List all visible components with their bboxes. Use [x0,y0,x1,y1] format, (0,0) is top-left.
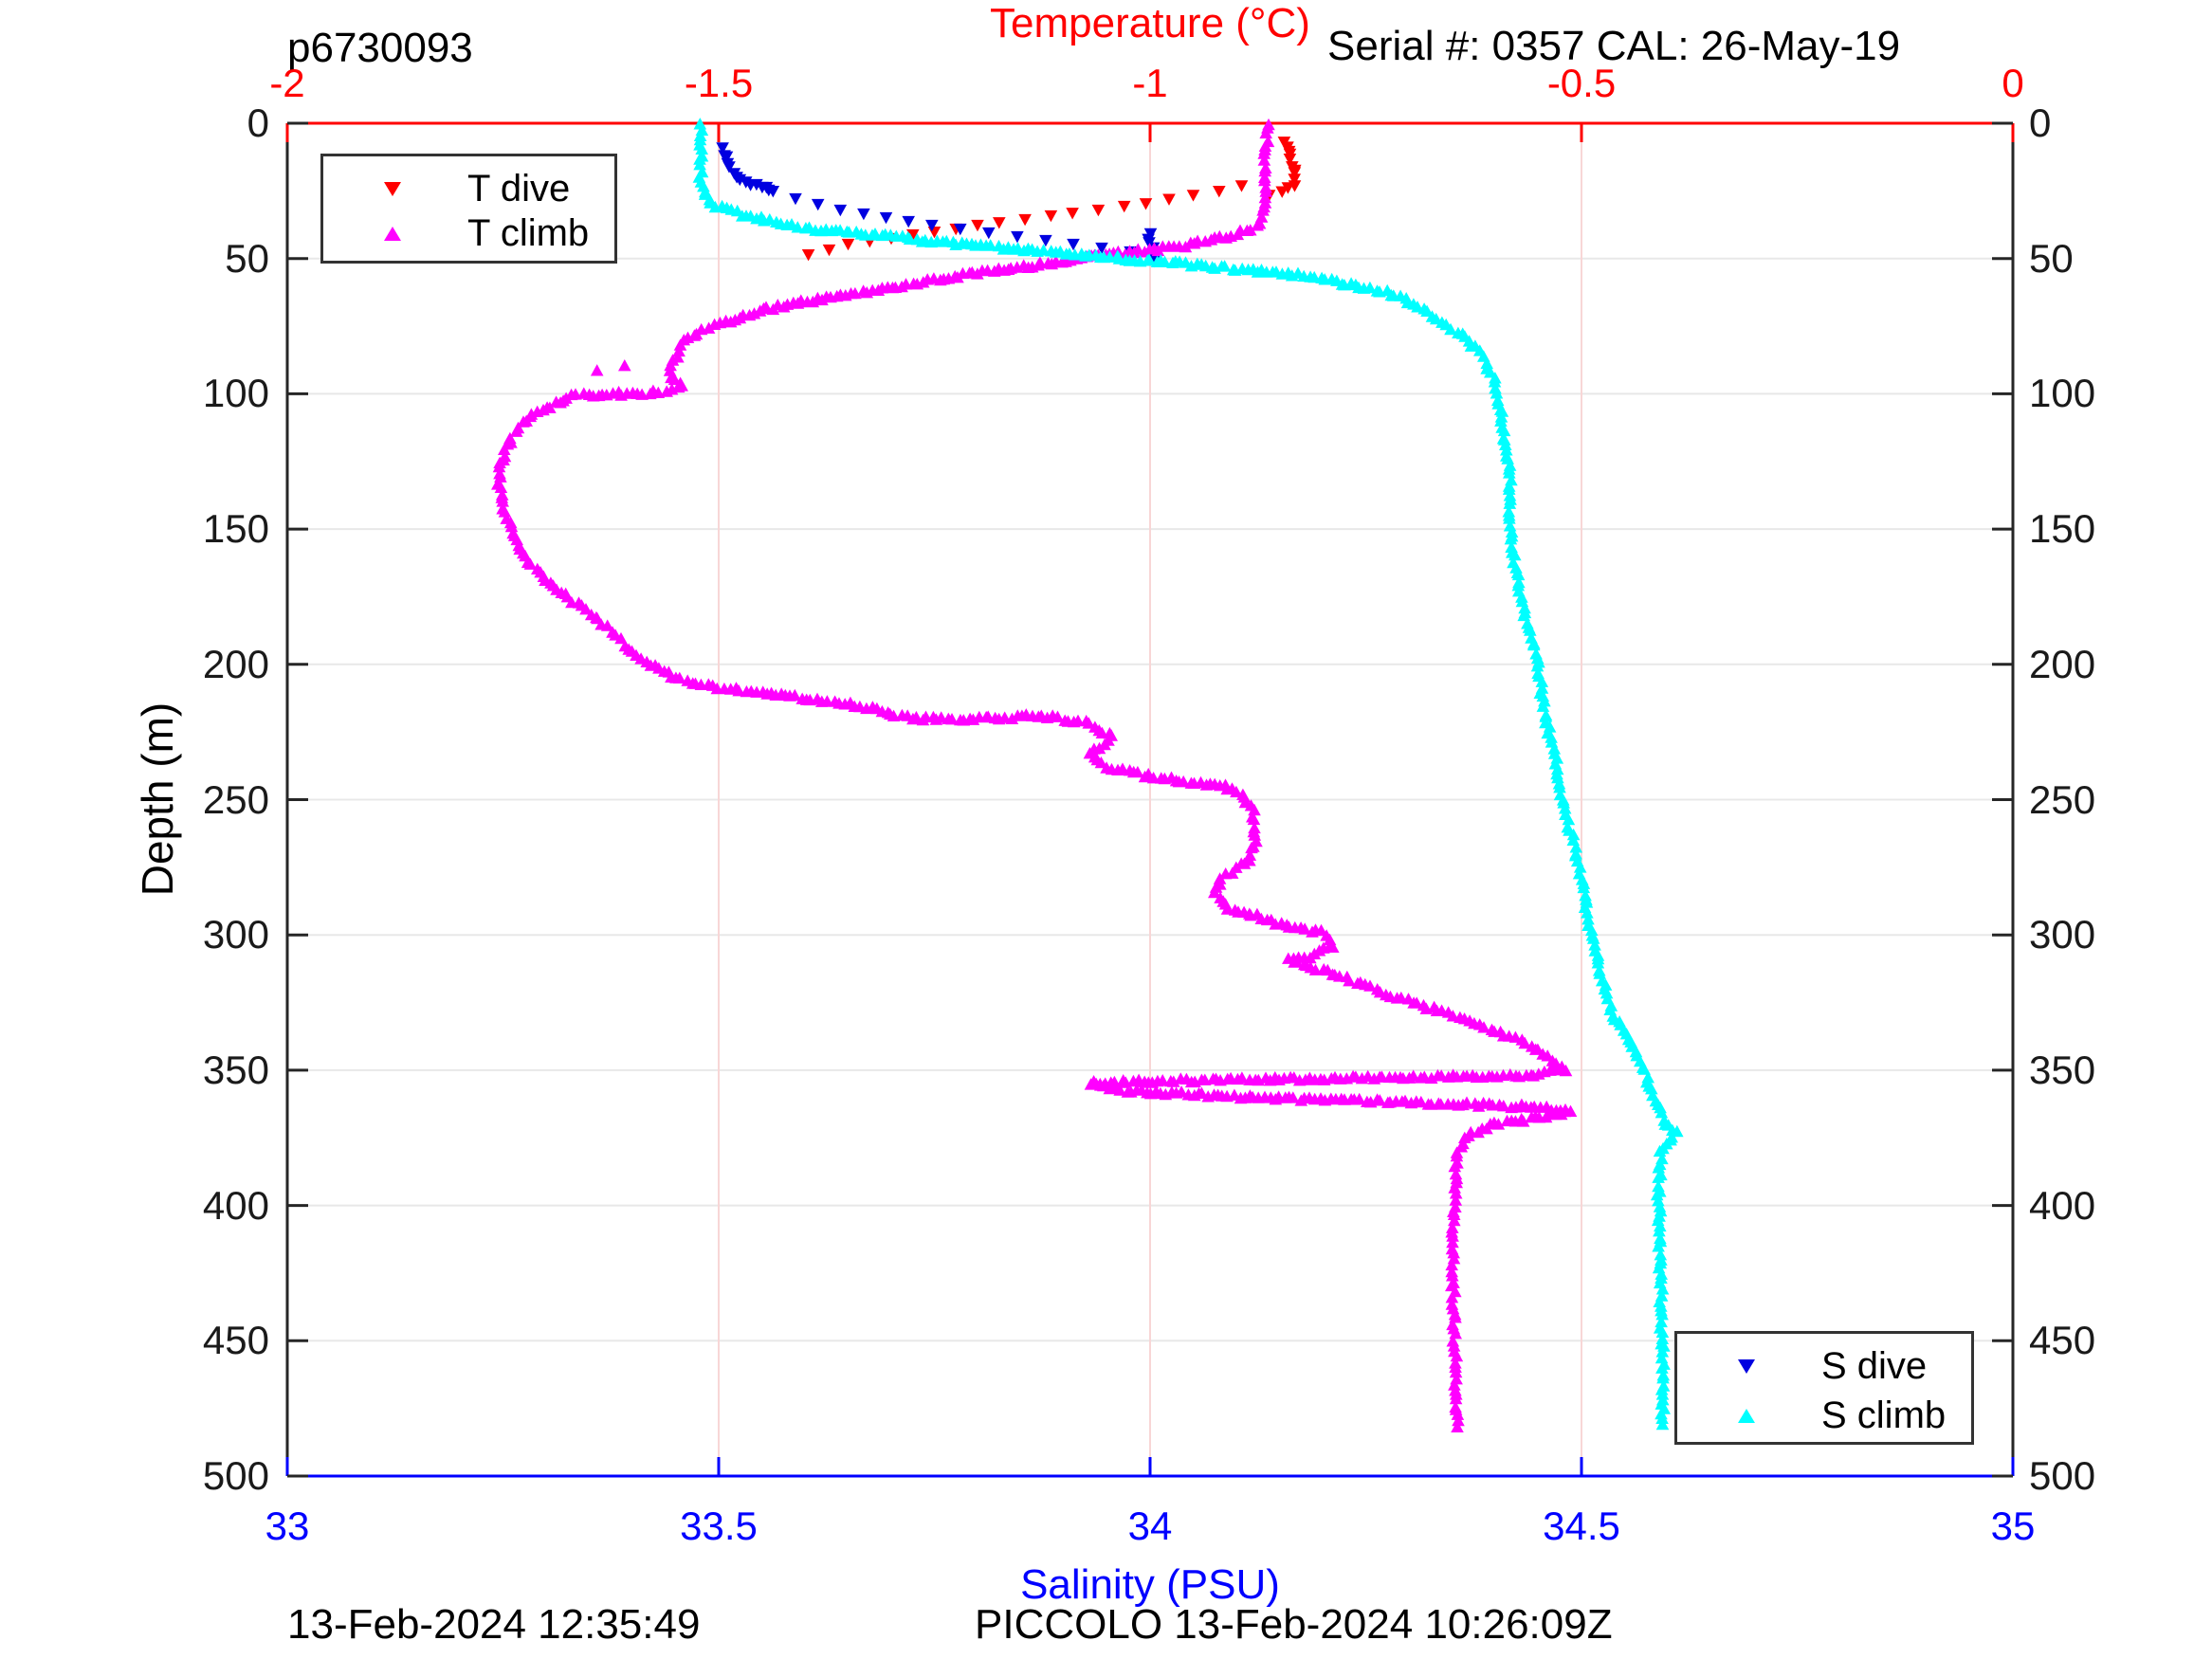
salinity-axis-title: Salinity (PSU) [1020,1561,1280,1608]
tick-label: -2 [269,61,305,105]
series-t-climb [491,118,1578,1432]
tick-label: 500 [202,1453,269,1498]
tick-label: 350 [202,1047,269,1092]
tick-label: 250 [2029,776,2096,822]
tick-label: 300 [202,912,269,957]
tick-label: 150 [2029,506,2096,552]
legend-label: S climb [1821,1395,1947,1436]
s-climb-marker-icon [1738,1409,1755,1423]
temperature-axis-title: Temperature (°C) [990,0,1310,46]
tick-label: 400 [202,1182,269,1228]
tick-label: 500 [2029,1453,2096,1498]
tick-label: 250 [202,776,269,822]
tick-label: 200 [2029,641,2096,686]
tick-label: -0.5 [1546,61,1617,105]
tick-label: 300 [2029,912,2096,957]
tick-label: 34 [1127,1504,1173,1548]
tick-label: 35 [1990,1504,2036,1548]
tick-label: 50 [225,235,269,281]
tick-label: 34.5 [1543,1504,1620,1548]
legend-salinity: S dive S climb [1674,1331,1974,1445]
series-s-climb [692,118,1684,1431]
tick-label: 200 [202,641,269,686]
tick-label: 450 [202,1318,269,1363]
t-climb-marker-icon [384,227,401,241]
legend-temperature: T dive T climb [320,154,617,264]
tick-label: -1 [1132,61,1168,105]
tick-label: 450 [2029,1318,2096,1363]
t-dive-marker-icon [384,182,401,196]
tick-label: 50 [2029,235,2074,281]
legend-label: S dive [1821,1345,1928,1387]
serial-cal-label: Serial #: 0357 CAL: 26-May-19 [1327,23,1901,69]
tick-label: 350 [2029,1047,2096,1092]
piccolo-timestamp: PICCOLO 13-Feb-2024 10:26:09Z [975,1601,1613,1648]
tick-label: 33 [265,1504,310,1548]
dive-timestamp: 13-Feb-2024 12:35:49 [287,1601,701,1648]
tick-label: 400 [2029,1182,2096,1228]
legend-label: T dive [467,168,571,210]
tick-label: 150 [202,506,269,552]
legend-label: T climb [467,212,590,254]
tick-label: -1.5 [684,61,754,105]
tick-label: 100 [202,371,269,416]
tick-label: 0 [2002,61,2024,105]
series-s-dive [716,142,1161,268]
tick-label: 0 [2029,100,2052,145]
tick-label: 33.5 [680,1504,758,1548]
s-dive-marker-icon [1738,1359,1755,1374]
profile-id: p6730093 [287,25,473,71]
tick-label: 0 [247,100,269,145]
tick-label: 100 [2029,371,2096,416]
